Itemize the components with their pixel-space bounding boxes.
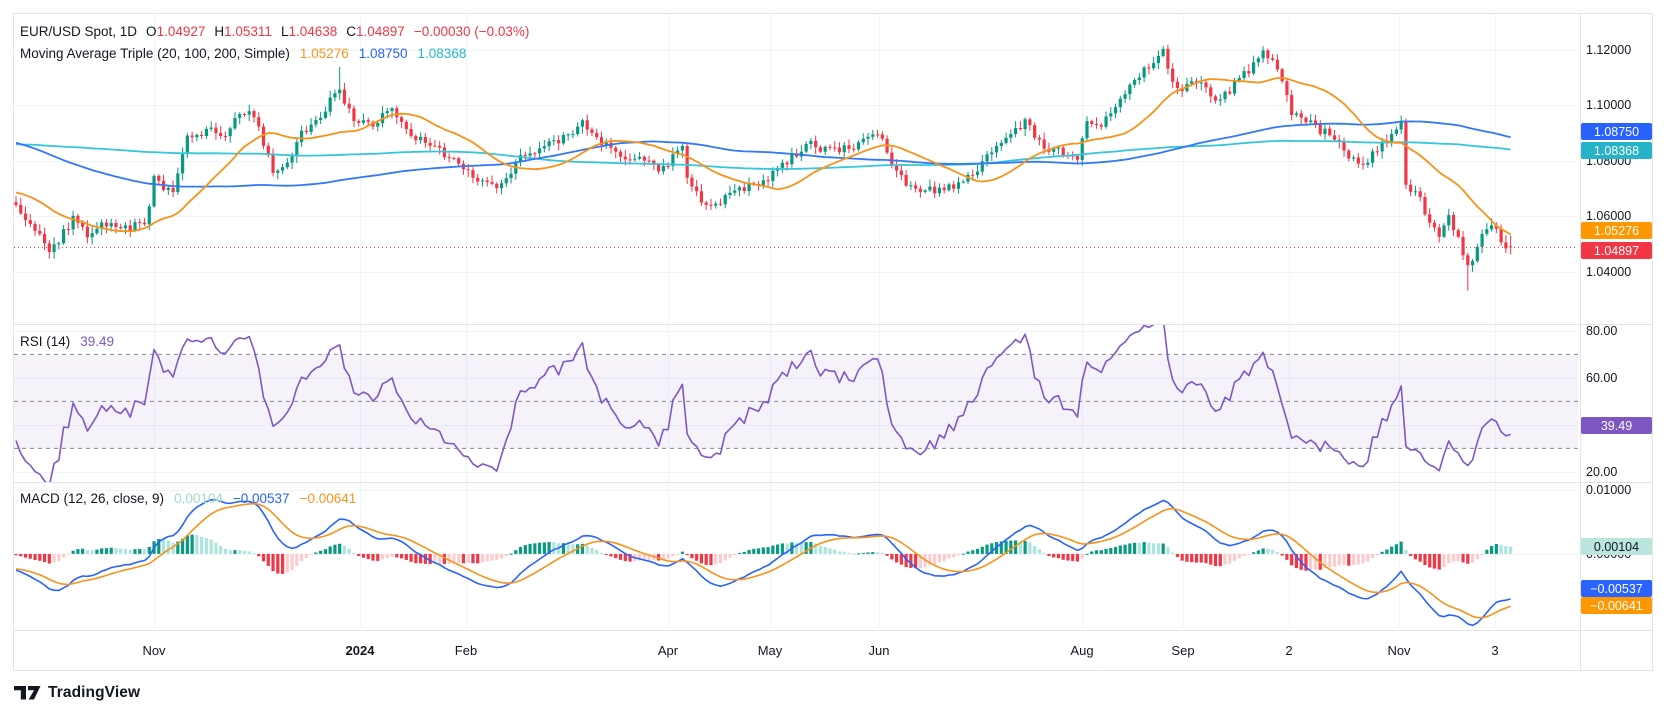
close-value: 1.04897 (356, 24, 405, 39)
macd-hist-value: 0.00104 (174, 491, 223, 506)
tradingview-logo-icon (14, 686, 41, 700)
sma200-line[interactable] (15, 139, 1511, 170)
time-axis-label: 2 (1285, 643, 1293, 658)
high-value: 1.05311 (224, 24, 272, 39)
rsi-title[interactable]: RSI (14) (20, 334, 71, 349)
ma-indicator-title[interactable]: Moving Average Triple (20, 100, 200, Sim… (20, 46, 290, 61)
badge-macd-line: −0.00537 (1581, 580, 1652, 597)
candlestick-series[interactable] (14, 44, 1513, 291)
tradingview-logo-text: TradingView (48, 684, 141, 701)
change-value: −0.00030 (−0.03%) (413, 24, 530, 39)
gridlines (14, 14, 1578, 628)
time-axis-label: 2024 (345, 643, 375, 658)
ma-indicator-legend[interactable]: Moving Average Triple (20, 100, 200, Sim… (20, 46, 466, 61)
badge-macd-hist: 0.00104 (1581, 538, 1652, 555)
axis-tick-label: 1.12000 (1586, 43, 1632, 57)
tradingview-attribution[interactable]: TradingView (14, 684, 140, 702)
badge-ma200: 1.08368 (1581, 142, 1652, 159)
macd-signal-line[interactable] (15, 502, 1511, 619)
open-label: O (146, 24, 157, 39)
axis-tick-label: 1.04000 (1586, 265, 1632, 279)
macd-legend[interactable]: MACD (12, 26, close, 9) 0.00104 −0.00537… (20, 491, 356, 506)
sma20-line[interactable] (15, 77, 1512, 236)
low-value: 1.04638 (288, 24, 338, 39)
time-axis-label: Feb (454, 643, 478, 658)
time-axis-label: Sep (1171, 643, 1195, 658)
symbol-title[interactable]: EUR/USD Spot, 1D (20, 24, 138, 39)
badge-rsi: 39.49 (1581, 417, 1652, 434)
widget-border (13, 13, 1653, 671)
time-axis-label: Nov (1387, 643, 1411, 658)
badge-macd-signal: −0.00641 (1581, 597, 1652, 614)
rsi-band (14, 353, 1578, 449)
badge-ma20: 1.05276 (1581, 222, 1652, 239)
time-axis-label: Apr (657, 643, 679, 658)
axis-tick-label: 1.06000 (1586, 209, 1632, 223)
macd-line-value: −0.00537 (232, 491, 290, 506)
macd-histogram[interactable] (14, 534, 1513, 574)
rsi-line[interactable] (15, 318, 1511, 486)
time-axis-label: 3 (1491, 643, 1499, 658)
macd-line[interactable] (15, 498, 1511, 627)
macd-title[interactable]: MACD (12, 26, close, 9) (20, 491, 165, 506)
time-axis-label: Aug (1070, 643, 1094, 658)
time-axis-label: May (757, 643, 783, 658)
open-value: 1.04927 (156, 24, 206, 39)
time-axis-label: Jun (868, 643, 890, 658)
rsi-value: 39.49 (80, 334, 115, 349)
low-label: L (280, 24, 289, 39)
badge-last-price: 1.04897 (1581, 242, 1652, 259)
main-chart-legend[interactable]: EUR/USD Spot, 1D O 1.04927 H 1.05311 L 1.04… (20, 24, 529, 39)
sma100-line[interactable] (15, 120, 1511, 188)
axis-tick-label: 1.10000 (1586, 98, 1632, 112)
badge-ma100: 1.08750 (1581, 123, 1652, 140)
ma200-value: 1.08368 (417, 46, 467, 61)
ma20-value: 1.05276 (299, 46, 349, 61)
axis-tick-label: 0.01000 (1586, 483, 1632, 497)
axis-tick-label: 20.00 (1586, 465, 1618, 479)
time-axis-label: Nov (142, 643, 166, 658)
high-label: H (214, 24, 225, 39)
macd-signal-value: −0.00641 (299, 491, 357, 506)
ma100-value: 1.08750 (358, 46, 408, 61)
axis-tick-label: 60.00 (1586, 371, 1618, 385)
rsi-legend[interactable]: RSI (14) 39.49 (20, 334, 114, 349)
close-label: C (346, 24, 357, 39)
axis-tick-label: 80.00 (1586, 324, 1618, 338)
